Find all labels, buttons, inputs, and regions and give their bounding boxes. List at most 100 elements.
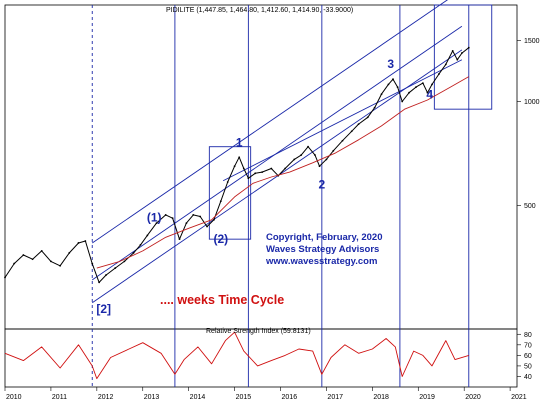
price-point bbox=[132, 252, 135, 254]
price-point bbox=[4, 276, 6, 279]
rsi-label: Relative Strength Index (59.8131) bbox=[206, 328, 311, 335]
price-point bbox=[415, 86, 417, 89]
x-tick-label: 2016 bbox=[282, 394, 298, 401]
rsi-tick-label: 80 bbox=[524, 332, 532, 339]
price-point bbox=[123, 260, 126, 263]
price-point bbox=[233, 165, 236, 168]
price-point bbox=[91, 262, 94, 265]
price-point bbox=[341, 139, 344, 142]
wave-box bbox=[433, 4, 493, 110]
price-point bbox=[456, 58, 459, 61]
trend-channel-line bbox=[91, 49, 463, 304]
price-point bbox=[164, 214, 167, 216]
price-point bbox=[284, 167, 287, 170]
price-point bbox=[155, 222, 158, 225]
wave-count-label: (2) bbox=[213, 232, 228, 246]
x-tick-label: 2012 bbox=[98, 394, 114, 401]
price-point bbox=[178, 238, 181, 241]
price-point bbox=[421, 82, 424, 84]
price-point bbox=[325, 158, 328, 161]
trend-channel-line bbox=[222, 59, 463, 182]
price-point bbox=[444, 63, 447, 66]
price-point bbox=[387, 83, 390, 86]
price-point bbox=[314, 154, 316, 156]
price-point bbox=[261, 171, 264, 173]
price-point bbox=[68, 252, 71, 254]
price-point bbox=[50, 260, 52, 263]
price-point bbox=[40, 249, 43, 252]
price-point bbox=[242, 167, 245, 170]
price-point bbox=[373, 106, 376, 109]
x-tick-label: 2018 bbox=[373, 394, 389, 401]
price-point bbox=[31, 258, 34, 261]
price-tick-label: 500 bbox=[524, 203, 536, 210]
rsi-series-line bbox=[4, 331, 469, 380]
price-point bbox=[396, 86, 399, 89]
wave-count-label: [2] bbox=[96, 302, 111, 316]
wave-count-label: 3 bbox=[387, 57, 394, 71]
price-point bbox=[219, 200, 222, 203]
price-point bbox=[350, 130, 353, 133]
price-point bbox=[254, 172, 257, 175]
rsi-tick-label: 40 bbox=[524, 374, 532, 381]
price-point bbox=[300, 154, 303, 156]
x-tick-label: 2013 bbox=[144, 394, 160, 401]
x-tick-label: 2020 bbox=[465, 394, 481, 401]
price-point bbox=[431, 83, 433, 86]
price-point bbox=[401, 100, 404, 103]
price-point bbox=[270, 167, 273, 170]
price-point bbox=[98, 281, 101, 284]
rsi-tick-label: 50 bbox=[524, 363, 532, 370]
wave-count-label: (1) bbox=[147, 210, 162, 224]
price-point bbox=[332, 149, 335, 152]
x-tick-label: 2011 bbox=[52, 394, 67, 401]
wave-count-label: 2 bbox=[318, 178, 325, 192]
x-tick-label: 2015 bbox=[236, 394, 252, 401]
price-point bbox=[307, 145, 309, 148]
x-tick-label: 2014 bbox=[190, 394, 206, 401]
price-tick-label: 1000 bbox=[524, 99, 540, 106]
price-point bbox=[114, 267, 117, 269]
price-point bbox=[199, 215, 202, 218]
price-point bbox=[318, 165, 321, 168]
price-point bbox=[380, 93, 383, 96]
x-tick-label: 2017 bbox=[327, 394, 343, 401]
price-point bbox=[408, 91, 410, 94]
price-point bbox=[84, 240, 87, 242]
price-point bbox=[467, 46, 470, 49]
price-point bbox=[438, 73, 440, 75]
price-point bbox=[206, 225, 208, 228]
company-line: Waves Strategy Advisors bbox=[266, 244, 379, 255]
time-cycle-note: .... weeks Time Cycle bbox=[160, 293, 284, 307]
price-point bbox=[59, 264, 62, 267]
wave-box bbox=[208, 146, 252, 240]
price-tick-label: 1500 bbox=[524, 38, 540, 45]
price-point bbox=[185, 222, 188, 225]
price-point bbox=[213, 218, 215, 221]
price-point bbox=[171, 217, 174, 220]
price-point bbox=[357, 123, 360, 126]
price-point bbox=[366, 116, 369, 119]
copyright-line: Copyright, February, 2020 bbox=[266, 232, 383, 243]
price-point bbox=[293, 158, 296, 161]
price-point bbox=[392, 78, 394, 81]
price-point bbox=[105, 274, 107, 276]
price-point bbox=[460, 52, 463, 54]
price-point bbox=[238, 156, 241, 159]
price-point bbox=[451, 49, 454, 52]
price-point bbox=[146, 234, 149, 237]
x-tick-label: 2021 bbox=[511, 394, 527, 401]
chart-marks: 2010 2011 2012 2013 2014 2015 2016 2017 2018 2019… bbox=[4, 0, 540, 401]
rsi-panel-frame bbox=[4, 328, 518, 388]
price-series-line bbox=[4, 47, 470, 283]
price-point bbox=[192, 214, 195, 216]
price-point bbox=[426, 91, 429, 94]
price-point bbox=[226, 181, 229, 183]
price-point bbox=[13, 262, 16, 265]
price-point bbox=[139, 244, 142, 246]
wave-count-label: 1 bbox=[236, 136, 243, 150]
x-tick-label: 2010 bbox=[6, 394, 22, 401]
price-point bbox=[247, 177, 250, 180]
